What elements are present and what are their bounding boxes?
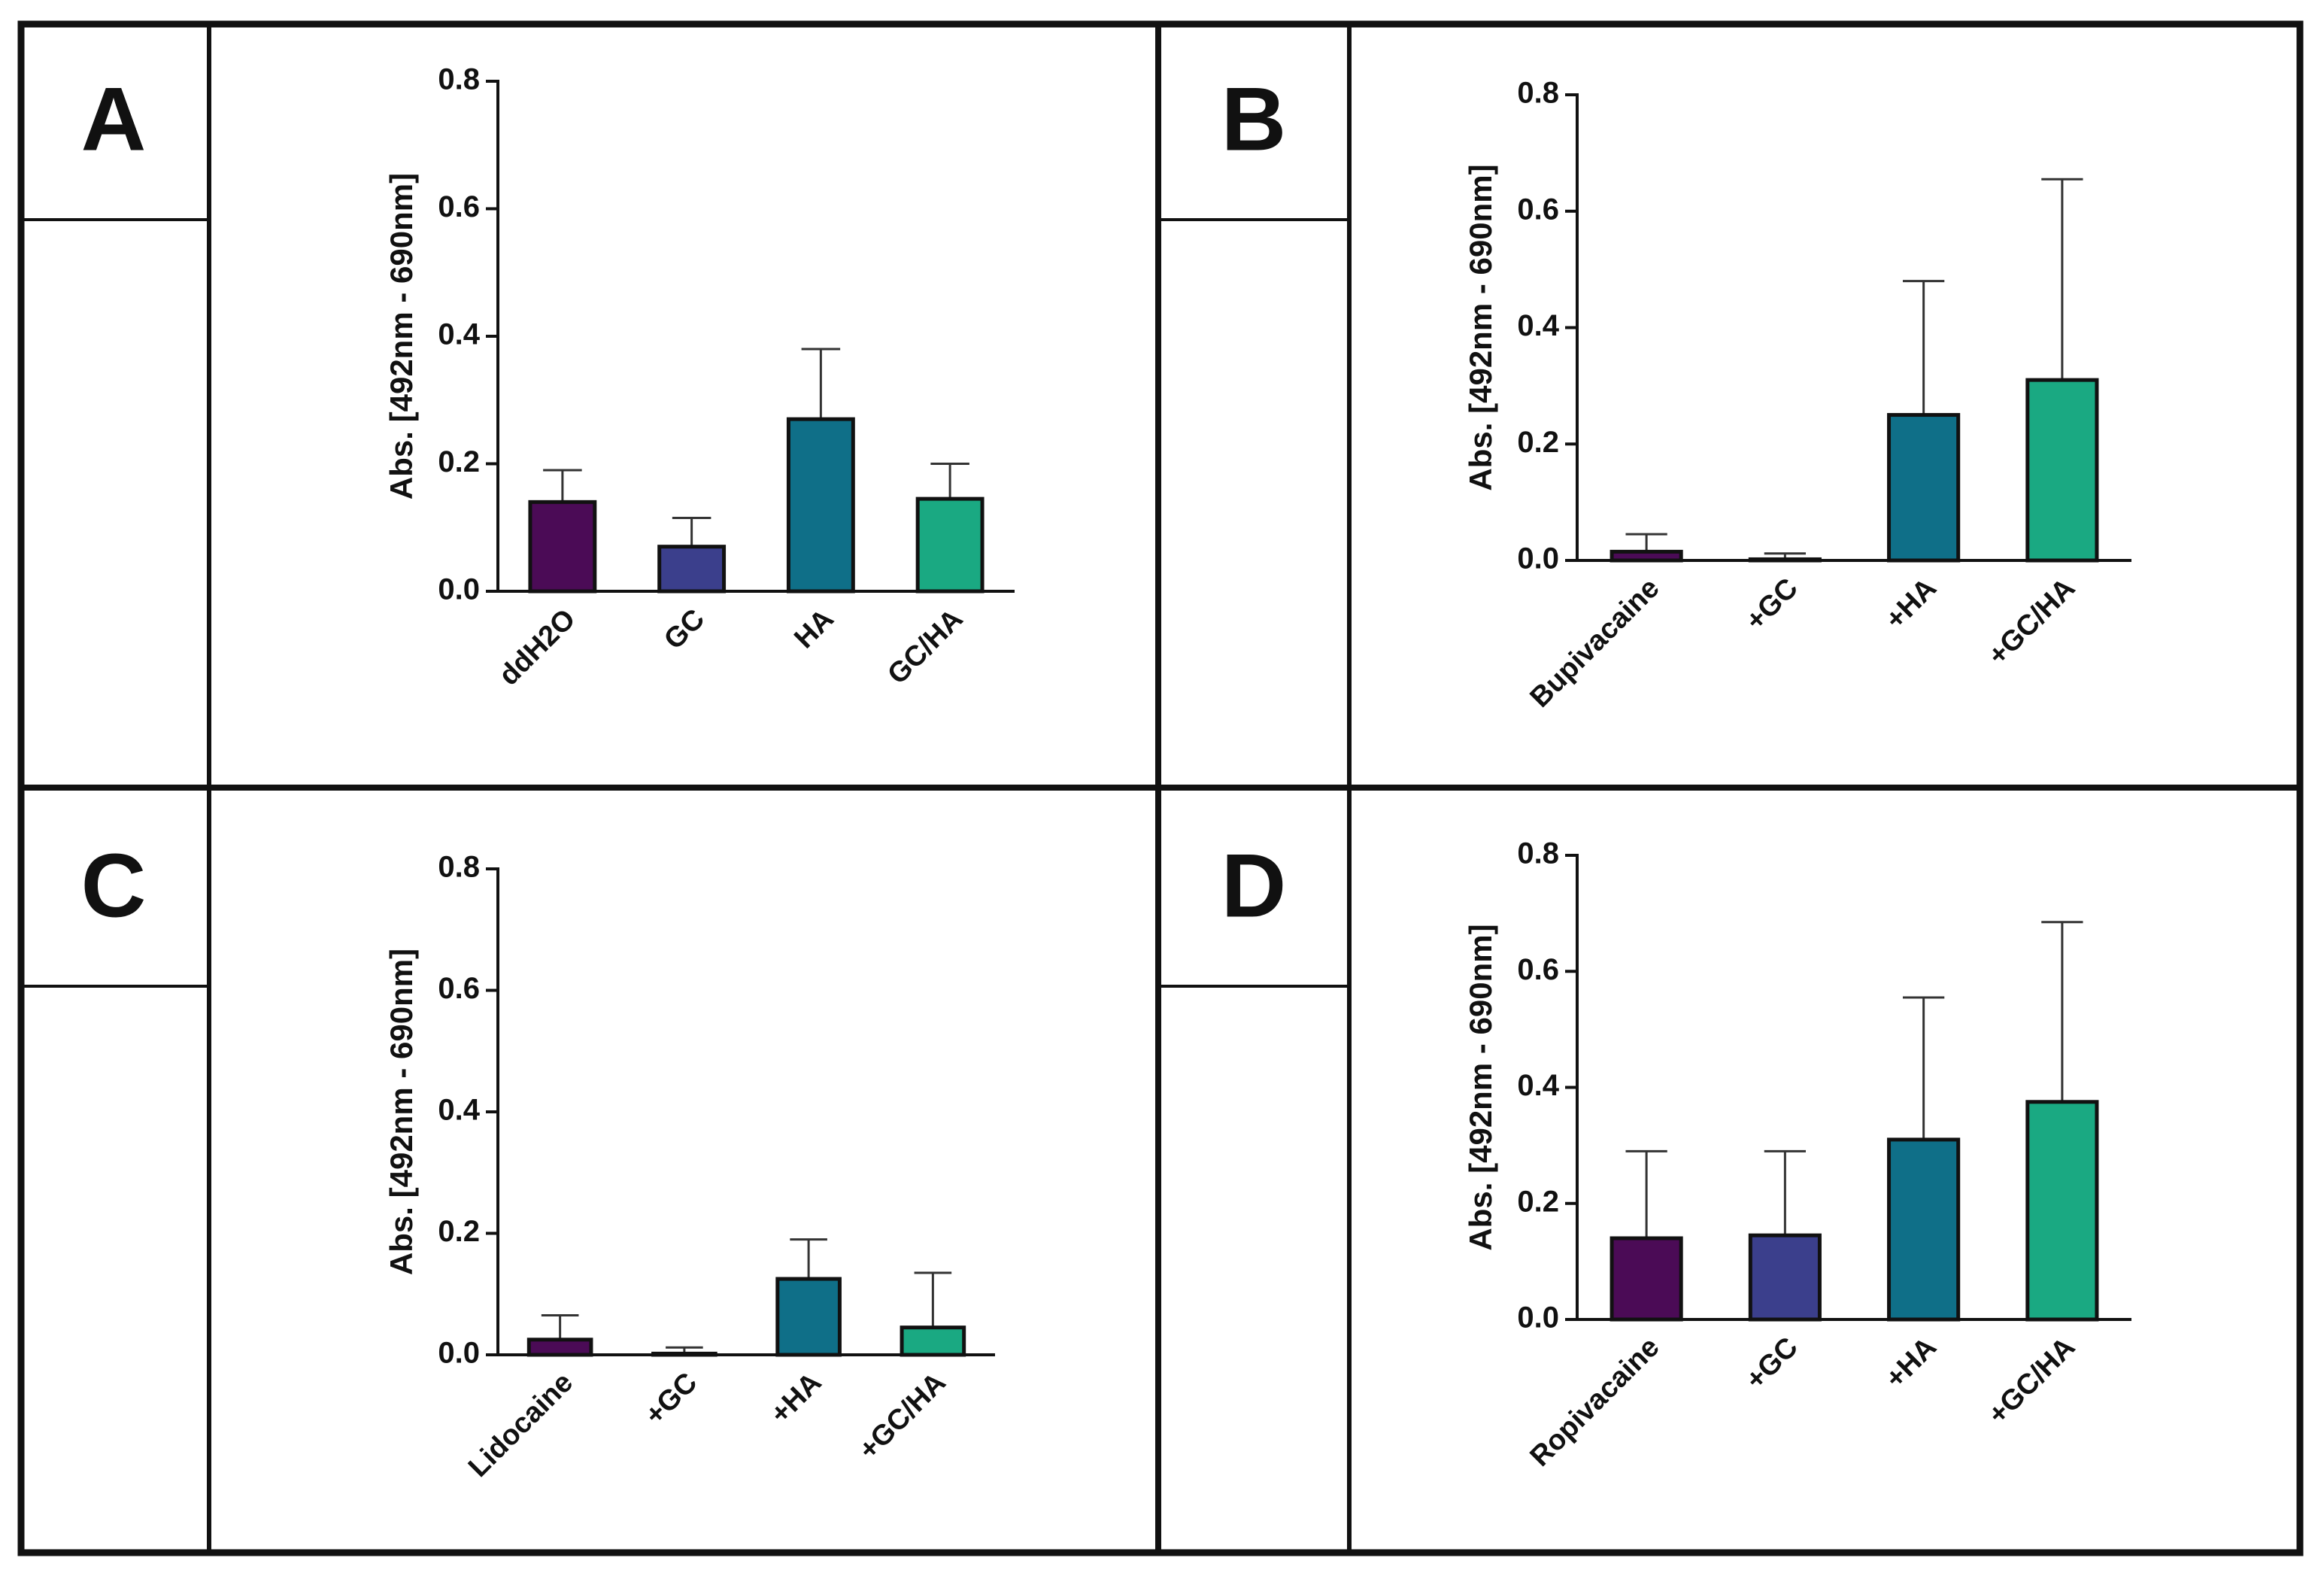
y-axis-label: Abs. [492nm - 690nm]: [384, 173, 419, 499]
panel-label: D: [1221, 836, 1287, 937]
y-tick-label: 0.6: [1517, 193, 1559, 226]
bar: [915, 496, 985, 594]
y-tick-label: 0.4: [438, 1094, 480, 1127]
y-tick-label: 0.6: [1517, 953, 1559, 986]
y-tick-label: 0.4: [438, 318, 480, 351]
x-tick-label: +HA: [1880, 572, 1943, 636]
y-tick-label: 0.2: [438, 445, 480, 478]
x-tick-label: +GC: [1740, 572, 1804, 637]
y-axis-label: Abs. [492nm - 690nm]: [384, 949, 419, 1275]
bar: [1610, 1236, 1683, 1322]
y-tick-label: 0.6: [438, 190, 480, 223]
x-tick-label: +HA: [1880, 1331, 1943, 1395]
bar: [528, 499, 597, 594]
y-tick-label: 0.0: [438, 1337, 480, 1370]
y-tick-label: 0.8: [438, 851, 480, 884]
x-tick-label: +GC: [639, 1367, 704, 1432]
x-tick-label: Lidocaine: [463, 1367, 579, 1483]
x-tick-label: GC: [658, 603, 711, 656]
x-tick-label: ddH2O: [493, 603, 582, 692]
x-tick-label: Bupivacaine: [1525, 572, 1666, 714]
y-tick-label: 0.6: [438, 972, 480, 1005]
x-tick-label: GC/HA: [881, 603, 969, 691]
x-tick-label: +GC/HA: [1982, 572, 2081, 672]
bar: [1887, 413, 1961, 563]
bar: [657, 545, 727, 594]
y-axis-label: Abs. [492nm - 690nm]: [1463, 164, 1498, 490]
bar: [900, 1325, 966, 1357]
y-tick-label: 0.4: [1517, 1069, 1559, 1102]
y-tick-label: 0.2: [1517, 1185, 1559, 1218]
panel-label: C: [81, 836, 147, 937]
bar: [2025, 378, 2099, 563]
y-tick-label: 0.4: [1517, 309, 1559, 342]
y-tick-label: 0.0: [1517, 542, 1559, 575]
bar: [1748, 1233, 1822, 1322]
x-tick-label: HA: [788, 603, 840, 655]
x-tick-label: +GC: [1740, 1331, 1804, 1396]
y-axis-label: Abs. [492nm - 690nm]: [1463, 924, 1498, 1250]
y-tick-label: 0.0: [438, 573, 480, 606]
y-tick-label: 0.2: [1517, 426, 1559, 459]
y-tick-label: 0.2: [438, 1215, 480, 1248]
x-tick-label: Ropivacaine: [1525, 1331, 1666, 1473]
panel-label: A: [81, 69, 147, 170]
y-tick-label: 0.0: [1517, 1301, 1559, 1335]
bar: [2025, 1100, 2099, 1322]
y-tick-label: 0.8: [438, 63, 480, 96]
bar: [1887, 1137, 1961, 1322]
y-tick-label: 0.8: [1517, 77, 1559, 110]
x-tick-label: +GC/HA: [1982, 1331, 2081, 1431]
bar: [526, 1338, 593, 1357]
panel-label: B: [1221, 69, 1287, 170]
y-tick-label: 0.8: [1517, 837, 1559, 870]
bar: [786, 417, 855, 594]
x-tick-label: +GC/HA: [853, 1367, 952, 1466]
x-tick-label: +HA: [764, 1367, 827, 1430]
bar: [775, 1277, 842, 1357]
